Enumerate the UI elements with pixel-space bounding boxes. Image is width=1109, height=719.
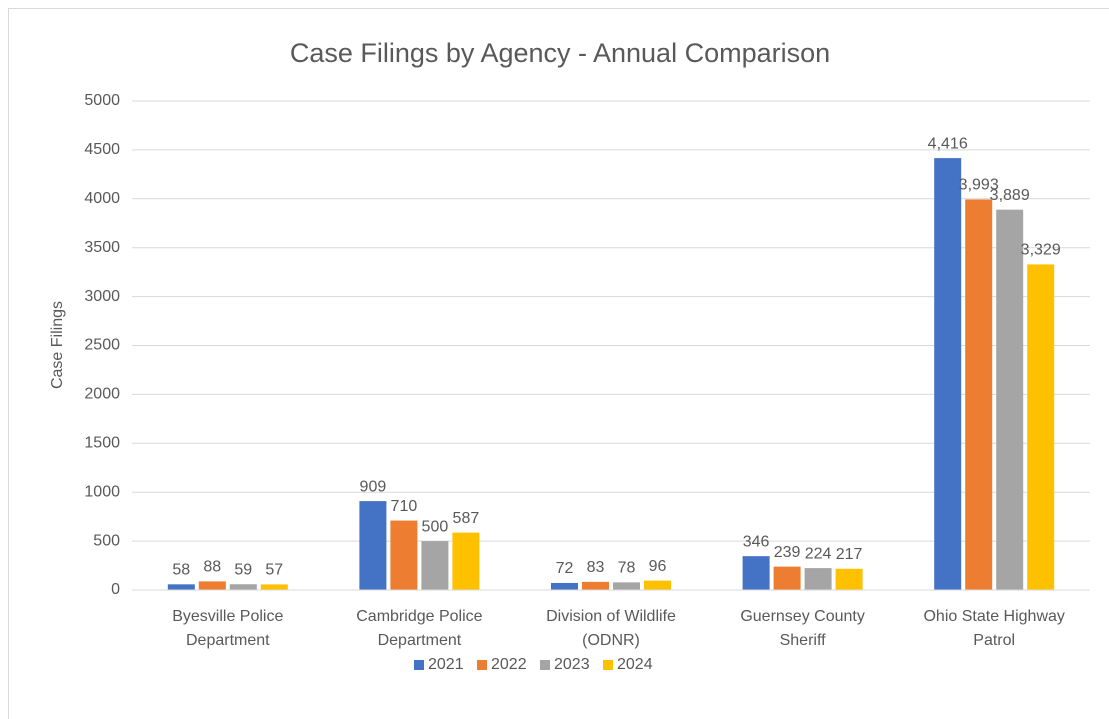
bar [582,581,609,590]
x-tick-label: Ohio State Highway Patrol [923,608,1065,649]
value-label: 239 [774,544,801,561]
value-label: 83 [587,559,605,576]
bar [804,568,832,590]
bar [965,199,993,590]
value-label: 909 [360,478,387,495]
legend-label: 2023 [554,656,590,673]
value-label: 88 [203,559,221,576]
y-tick-label: 4500 [84,141,120,158]
bar [198,581,226,590]
legend-swatch [540,660,550,670]
x-tick-label: Guernsey County Sheriff [740,608,865,649]
legend-label: 2024 [617,656,653,673]
legend-label: 2021 [428,656,464,673]
value-label: 3,329 [1021,242,1061,259]
x-tick-label: Division of Wildlife (ODNR) [546,608,676,649]
value-label: 3,889 [990,187,1030,204]
bar [742,556,770,590]
value-label: 58 [172,562,190,579]
value-label: 78 [618,560,636,577]
bar [835,568,863,590]
value-label: 4,416 [928,135,968,152]
y-tick-label: 1000 [84,483,120,500]
value-label: 57 [265,562,283,579]
y-tick-label: 2000 [84,386,120,403]
bar [390,520,418,590]
bar [644,580,671,590]
legend-swatch [477,660,487,670]
value-label: 224 [805,545,832,562]
y-tick-label: 0 [111,581,120,598]
y-tick-label: 500 [93,532,120,549]
bar [421,541,449,590]
legend-swatch [414,660,424,670]
value-label: 587 [453,510,480,527]
y-tick-label: 4000 [84,190,120,207]
value-label: 500 [422,518,449,535]
bar [229,584,257,590]
bar [1027,264,1055,590]
bar [359,501,387,590]
legend-label: 2022 [491,656,527,673]
y-tick-label: 3000 [84,288,120,305]
bar [452,532,480,590]
y-tick-label: 3500 [84,239,120,256]
value-label: 59 [234,561,252,578]
bar [934,158,962,590]
chart-frame [8,8,1109,719]
value-label: 346 [743,533,770,550]
x-tick-label: Byesville Police Department [172,608,284,649]
bar [167,584,195,590]
y-tick-label: 1500 [84,435,120,452]
chart-title: Case Filings by Agency - Annual Comparis… [290,38,830,68]
bar [551,582,578,590]
y-tick-label: 5000 [84,92,120,109]
x-tick-label: Cambridge Police Department [356,608,483,649]
y-axis-label: Case Filings [49,301,66,389]
bar [996,209,1024,590]
bar [613,582,640,590]
bar [260,584,288,590]
legend-swatch [603,660,613,670]
value-label: 3,993 [959,177,999,194]
value-label: 72 [556,560,574,577]
value-label: 710 [391,498,418,515]
value-label: 96 [649,558,667,575]
y-tick-label: 2500 [84,337,120,354]
value-label: 217 [836,546,863,563]
bar [773,566,801,590]
